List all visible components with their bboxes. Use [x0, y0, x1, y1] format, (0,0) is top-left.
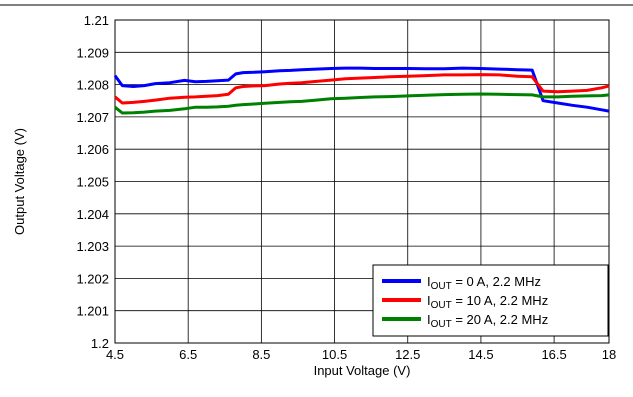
y-tick-label: 1.205: [76, 175, 109, 190]
x-tick-label: 10.5: [322, 347, 347, 362]
y-tick-label: 1.208: [76, 78, 109, 93]
x-axis-label: Input Voltage (V): [314, 363, 411, 378]
legend-label-1: IOUT = 0 A, 2.2 MHz: [427, 274, 541, 292]
legend-label-3: IOUT = 20 A, 2.2 MHz: [427, 312, 548, 330]
grid-lines: [114, 19, 610, 344]
x-tick-label: 16.5: [541, 347, 566, 362]
y-tick-label: 1.201: [76, 304, 109, 319]
y-tick-label: 1.209: [76, 45, 109, 60]
series-line-2: [114, 73, 610, 105]
x-axis-ticks: 4.5 6.5 8.5 10.5 12.5 14.5 16.5 18: [106, 347, 616, 362]
x-tick-label: 4.5: [106, 347, 124, 362]
y-tick-label: 1.207: [76, 110, 109, 125]
y-tick-label: 1.202: [76, 271, 109, 286]
plot-area-frame: [114, 19, 610, 344]
series-line-1: [113, 66, 610, 113]
x-tick-label: 6.5: [179, 347, 197, 362]
y-tick-label: 1.206: [76, 142, 109, 157]
x-tick-label: 18: [602, 347, 616, 362]
x-tick-label: 8.5: [252, 347, 270, 362]
series-line-3: [114, 92, 610, 115]
y-tick-label: 1.203: [76, 239, 109, 254]
y-tick-label: 1.21: [84, 13, 109, 28]
legend-label-2: IOUT = 10 A, 2.2 MHz: [427, 293, 548, 311]
series-layer: [113, 66, 610, 115]
y-tick-label: 1.2: [91, 336, 109, 351]
x-tick-label: 14.5: [468, 347, 493, 362]
y-tick-label: 1.204: [76, 207, 109, 222]
y-axis-ticks: 1.2 1.201 1.202 1.203 1.204 1.205 1.206 1.207 1.…: [76, 13, 109, 351]
x-tick-label: 12.5: [395, 347, 420, 362]
y-axis-label: Output Voltage (V): [12, 128, 27, 235]
